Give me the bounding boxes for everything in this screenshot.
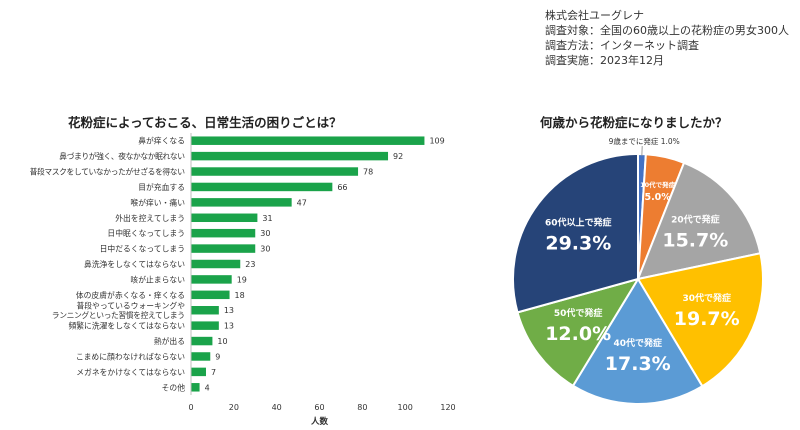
survey-company: 株式会社ユーグレナ xyxy=(545,9,644,22)
bar-value-label: 18 xyxy=(235,291,245,300)
pie-slice-value: 29.3% xyxy=(545,233,611,255)
survey-info: 株式会社ユーグレナ 調査対象：全国の60歳以上の花粉症の男女300人 調査方法：… xyxy=(545,8,795,68)
x-tick-label: 20 xyxy=(229,403,239,412)
bar xyxy=(191,136,425,145)
bar-value-label: 31 xyxy=(262,214,272,223)
x-tick-label: 0 xyxy=(188,403,193,412)
bar xyxy=(191,367,206,377)
pie-chart-title: 何歳から花粉症になりましたか？ xyxy=(540,115,728,130)
bar-value-label: 7 xyxy=(211,368,216,377)
category-label: 外出を控えてしまう xyxy=(115,213,185,223)
category-label: ランニングといった習慣を控えてしまう xyxy=(52,310,185,320)
pie-slice-label: 50代で発症 xyxy=(554,307,603,319)
bar-value-label: 13 xyxy=(224,306,234,315)
bar xyxy=(191,321,219,330)
x-tick-label: 100 xyxy=(398,403,413,412)
category-label: 日中だるくなってしまう xyxy=(100,244,185,254)
bar-value-label: 9 xyxy=(215,352,220,361)
x-tick-label: 40 xyxy=(272,403,282,412)
bar-chart-title: 花粉症によっておこる、日常生活の困りごとは？ xyxy=(68,115,342,130)
category-label: 頻繁に洗濯をしなくてはならない xyxy=(68,321,185,331)
bar xyxy=(191,167,359,176)
bar xyxy=(191,198,292,207)
category-label: 体の皮膚が赤くなる・痒くなる xyxy=(76,290,185,300)
bar-value-label: 4 xyxy=(205,383,210,392)
bar-value-label: 13 xyxy=(224,322,234,331)
bar xyxy=(191,352,211,361)
category-label: 鼻づまりが強く、夜なかなか眠れない xyxy=(59,151,185,161)
category-label: 熱が出る xyxy=(154,336,185,346)
pie-chart: 9歳までに発症 1.0% 10代で発症 5.0%20代で発症 15.7% 30代で発症 1… xyxy=(512,136,764,405)
survey-method: 調査方法：インターネット調査 xyxy=(545,39,699,52)
category-label: 普段マスクをしていなかったがせざるを得ない xyxy=(30,167,186,177)
bar xyxy=(191,259,241,269)
pie-slice-label: 30代で発症 xyxy=(682,292,731,304)
pie-slice xyxy=(636,161,762,281)
bar xyxy=(191,228,256,238)
x-tick-label: 60 xyxy=(314,403,324,412)
bar-value-label: 66 xyxy=(337,183,347,192)
pie-slice-value: 17.3% xyxy=(605,353,671,375)
bar xyxy=(191,336,213,346)
category-label: 普段やっているウォーキングや xyxy=(76,300,185,310)
x-axis-label: 人数 xyxy=(311,416,329,427)
bar-value-label: 30 xyxy=(260,229,270,238)
bar xyxy=(191,151,389,161)
bar-value-label: 23 xyxy=(245,260,255,269)
pie-slice-label: 9歳までに発症 1.0% xyxy=(609,136,680,146)
x-tick-label: 80 xyxy=(357,403,367,412)
bar xyxy=(191,305,219,315)
pie-slice xyxy=(516,277,641,388)
category-label: その他 xyxy=(162,382,186,392)
pie-slice-label: 40代で発症 xyxy=(613,337,662,349)
pie-slice-value: 19.7% xyxy=(674,308,740,330)
pie-slice-value: 15.7% xyxy=(662,230,728,252)
bar-value-label: 47 xyxy=(297,198,307,207)
x-tick-label: 120 xyxy=(440,403,455,412)
bar xyxy=(191,213,258,223)
bar-value-label: 78 xyxy=(363,168,373,177)
category-label: こまめに顔わなければならない xyxy=(76,351,185,361)
survey-target: 調査対象：全国の60歳以上の花粉症の男女300人 xyxy=(545,24,789,37)
bar-chart: 109鼻が痒くなる92鼻づまりが強く、夜なかなか眠れない78普段マスクをしていな… xyxy=(30,133,456,427)
category-label: 日中眠くなってしまう xyxy=(107,228,185,238)
bar-value-label: 92 xyxy=(393,152,403,161)
category-label: 鼻洗浄をしなくてはならない xyxy=(84,259,185,269)
bar xyxy=(191,290,230,300)
bar-value-label: 19 xyxy=(237,275,247,284)
bar-value-label: 109 xyxy=(429,137,444,146)
pie-slice-label: 10代で発症 xyxy=(640,180,676,189)
bar xyxy=(191,244,256,253)
pie-slice-value: 5.0% xyxy=(644,192,671,203)
bar-value-label: 30 xyxy=(260,245,270,254)
pie-slice xyxy=(636,252,764,388)
category-label: 目が充血する xyxy=(138,182,185,192)
category-label: 鼻が痒くなる xyxy=(138,136,185,146)
bar xyxy=(191,383,200,392)
survey-date: 調査実施：2023年12月 xyxy=(545,54,664,67)
category-label: メガネをかけなくてはならない xyxy=(76,367,185,377)
pie-slice-label: 20代で発症 xyxy=(671,214,720,226)
bar xyxy=(191,182,333,192)
pie-slice-label: 60代以上で発症 xyxy=(545,217,612,229)
bar-value-label: 10 xyxy=(217,337,227,346)
bar xyxy=(191,275,232,284)
category-label: 喉が痒い・痛い xyxy=(130,197,185,207)
category-label: 咳が止まらない xyxy=(130,274,185,284)
pie-slice xyxy=(571,277,704,405)
pie-slice xyxy=(512,152,639,314)
pie-slice-value: 12.0% xyxy=(545,323,611,345)
